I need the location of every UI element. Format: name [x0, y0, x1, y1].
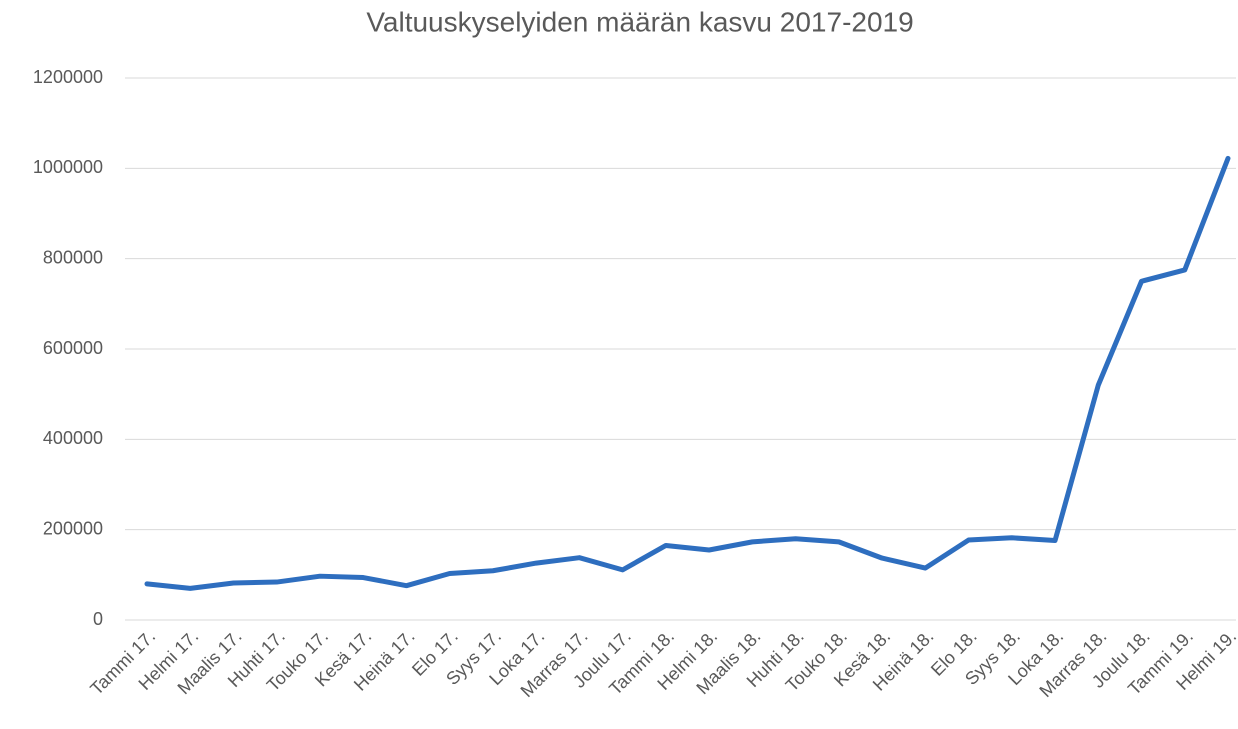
y-tick-label: 1000000 — [33, 157, 103, 177]
chart-title: Valtuuskyselyiden määrän kasvu 2017-2019 — [366, 6, 913, 37]
y-tick-label: 0 — [93, 609, 103, 629]
y-tick-label: 800000 — [43, 247, 103, 267]
y-tick-label: 400000 — [43, 428, 103, 448]
line — [144, 155, 1231, 591]
y-tick-label: 600000 — [43, 338, 103, 358]
y-tick-label: 1200000 — [33, 67, 103, 87]
y-tick-label: 200000 — [43, 518, 103, 538]
